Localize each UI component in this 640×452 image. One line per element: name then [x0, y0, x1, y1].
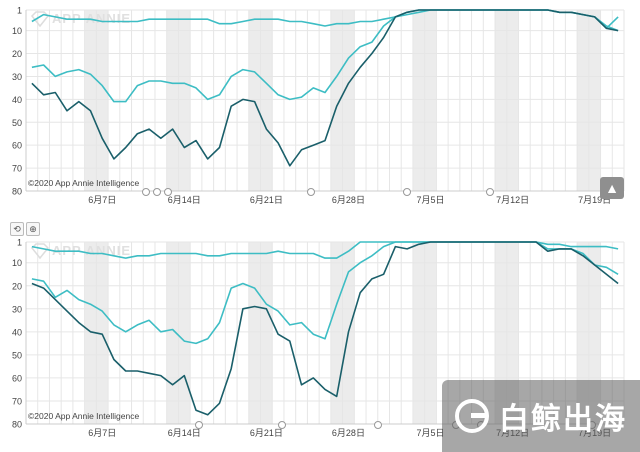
scroll-to-top-button[interactable]: ▲ — [600, 177, 624, 199]
x-tick-label: 6月28日 — [332, 195, 365, 205]
x-tick-label: 7月5日 — [417, 195, 445, 205]
watermark-logo-icon — [455, 399, 489, 433]
site-watermark-badge: 白鲸出海 — [442, 380, 640, 452]
y-tick-label: 70 — [12, 396, 22, 406]
y-tick-label: 60 — [12, 141, 22, 151]
x-tick-label: 6月14日 — [168, 195, 201, 205]
annotation-marker-icon — [486, 188, 494, 196]
y-tick-label: 30 — [12, 304, 22, 314]
x-tick-label: 7月5日 — [417, 428, 445, 438]
y-tick-label: 1 — [17, 6, 22, 16]
series-line-3 — [31, 9, 619, 167]
y-tick-label: 20 — [12, 49, 22, 59]
y-tick-label: 70 — [12, 164, 22, 174]
x-tick-label: 6月7日 — [88, 428, 116, 438]
x-tick-label: 6月28日 — [332, 428, 365, 438]
x-tick-label: 7月12日 — [496, 195, 529, 205]
app-annie-logo-icon — [30, 243, 50, 260]
x-tick-label: 6月7日 — [88, 195, 116, 205]
annotation-marker-icon — [374, 421, 382, 429]
annotation-marker-icon — [153, 188, 161, 196]
y-tick-label: 10 — [12, 26, 22, 36]
series-line-3 — [31, 241, 619, 416]
y-tick-label: 50 — [12, 350, 22, 360]
y-tick-label: 10 — [12, 258, 22, 268]
app-annie-watermark: APP ANNIE — [52, 243, 131, 258]
y-tick-label: 30 — [12, 72, 22, 82]
annotation-marker-icon — [278, 421, 286, 429]
copyright-text: ©2020 App Annie Intelligence — [28, 178, 139, 188]
y-tick-label: 80 — [12, 187, 22, 197]
y-tick-label: 1 — [17, 238, 22, 248]
x-tick-label: 7月19日 — [578, 195, 611, 205]
annotation-marker-icon — [307, 188, 315, 196]
y-tick-label: 40 — [12, 95, 22, 105]
annotation-marker-icon — [195, 421, 203, 429]
y-tick-label: 20 — [12, 281, 22, 291]
annotation-marker-icon — [164, 188, 172, 196]
copyright-text: ©2020 App Annie Intelligence — [28, 411, 139, 421]
app-annie-logo-icon — [30, 11, 50, 28]
watermark-text: 白鲸出海 — [499, 403, 627, 436]
x-tick-label: 6月21日 — [250, 195, 283, 205]
y-tick-label: 80 — [12, 420, 22, 430]
x-tick-label: 6月14日 — [168, 428, 201, 438]
zoom-icon[interactable]: ⊕ — [26, 222, 40, 236]
y-tick-label: 40 — [12, 327, 22, 337]
reset-zoom-icon[interactable]: ⟲ — [10, 222, 24, 236]
annotation-marker-icon — [403, 188, 411, 196]
annotation-marker-icon — [142, 188, 150, 196]
y-tick-label: 60 — [12, 373, 22, 383]
y-tick-label: 50 — [12, 118, 22, 128]
x-tick-label: 6月21日 — [250, 428, 283, 438]
